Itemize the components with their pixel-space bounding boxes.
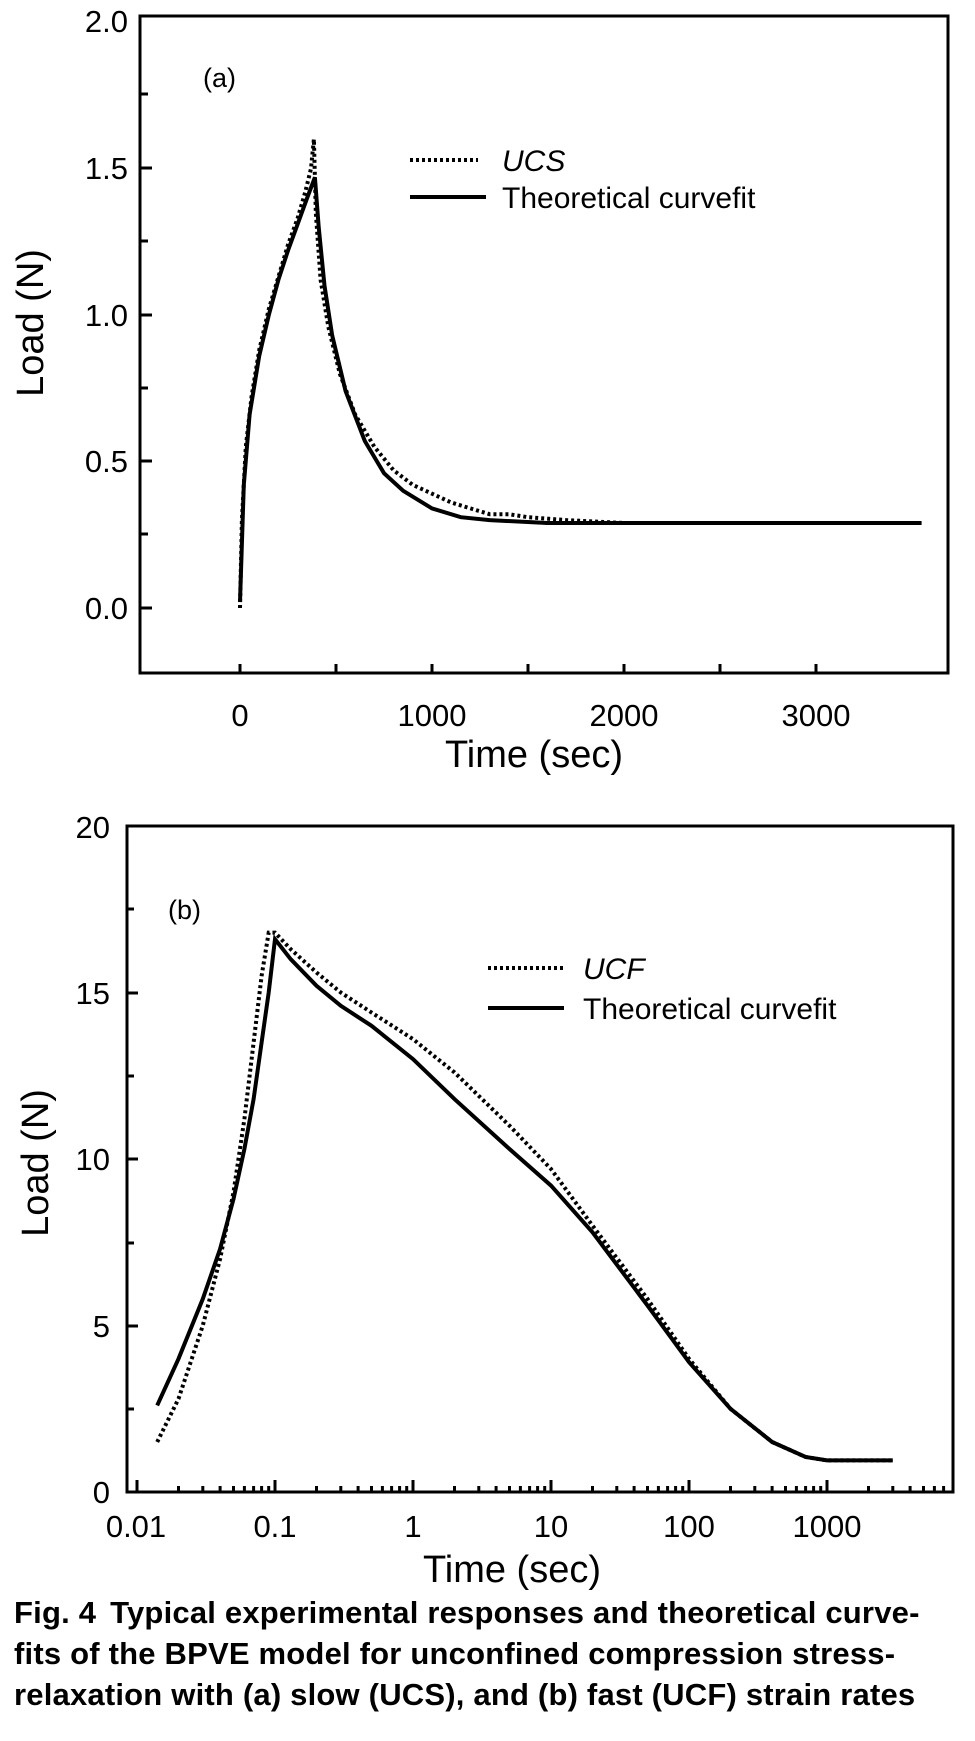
legend-label-ucf: UCF xyxy=(583,953,646,986)
x-tick-label-a: 1000 xyxy=(398,698,467,733)
y-tick-label-b: 15 xyxy=(76,976,110,1011)
x-tick-label-b: 0.01 xyxy=(106,1509,166,1544)
figure-number: Fig. 4 xyxy=(14,1595,97,1630)
figure-caption: Fig. 4 Typical experimental responses and… xyxy=(14,1592,964,1715)
legend-b: UCF Theoretical curvefit xyxy=(488,953,837,1026)
y-axis-title-a: Load (N) xyxy=(10,249,52,397)
y-tick-label-b: 5 xyxy=(93,1309,110,1344)
series-lines-b xyxy=(155,930,893,1463)
plot-frame-a xyxy=(138,14,950,675)
series-line-theoretical-curvefit-a xyxy=(238,176,922,603)
y-ticks-a xyxy=(140,92,152,610)
legend-a: UCS Theoretical curvefit xyxy=(410,145,756,215)
y-tick-label-b: 10 xyxy=(76,1142,110,1177)
y-ticks-b xyxy=(127,907,138,1411)
panel-label-a: (a) xyxy=(203,63,236,93)
x-tick-label-b: 100 xyxy=(663,1509,715,1544)
y-tick-label-b: 0 xyxy=(93,1475,110,1510)
panel-b: (b) Load (N) Time (sec) 0.01 0.1 1 10 10… xyxy=(15,810,955,1591)
legend-label-ucs: UCS xyxy=(502,145,565,178)
caption-line-1: Fig. 4 Typical experimental responses and… xyxy=(14,1592,964,1633)
y-tick-labels-b: 0 5 10 15 20 xyxy=(76,810,110,1510)
caption-text: Typical experimental responses and theor… xyxy=(110,1595,920,1630)
legend-label-theoretical-a: Theoretical curvefit xyxy=(502,182,756,215)
series-line-theoretical-curvefit-b xyxy=(155,934,893,1463)
x-ticks-b xyxy=(135,1480,946,1492)
series-lines-a xyxy=(238,139,922,609)
y-tick-label-a: 1.0 xyxy=(85,298,128,333)
x-axis-title-a: Time (sec) xyxy=(445,734,623,776)
plot-frame-b xyxy=(125,824,955,1494)
x-tick-label-b: 1 xyxy=(404,1509,421,1544)
y-tick-label-b: 20 xyxy=(76,810,110,845)
x-tick-labels-b: 0.01 0.1 1 10 100 1000 xyxy=(106,1509,862,1544)
x-tick-label-b: 10 xyxy=(534,1509,568,1544)
y-tick-label-a: 0.5 xyxy=(85,444,128,479)
panel-label-b: (b) xyxy=(168,895,201,925)
x-tick-label-b: 0.1 xyxy=(253,1509,296,1544)
y-tick-label-a: 2.0 xyxy=(85,4,128,39)
x-tick-label-b: 1000 xyxy=(793,1509,862,1544)
x-axis-title-b: Time (sec) xyxy=(423,1549,601,1591)
x-tick-label-a: 3000 xyxy=(782,698,851,733)
caption-line-2: fits of the BPVE model for unconfined co… xyxy=(14,1636,896,1671)
x-tick-label-a: 2000 xyxy=(590,698,659,733)
x-tick-labels-a: 0 1000 2000 3000 xyxy=(231,698,850,733)
y-tick-labels-a: 0.0 0.5 1.0 1.5 2.0 xyxy=(85,4,128,626)
caption-line-3: relaxation with (a) slow (UCS), and (b) … xyxy=(14,1677,916,1712)
panel-a: (a) Load (N) Time (sec) 0 1000 2000 3000 xyxy=(10,4,950,776)
y-tick-label-a: 1.5 xyxy=(85,151,128,186)
y-axis-title-b: Load (N) xyxy=(15,1089,57,1237)
x-tick-label-a: 0 xyxy=(231,698,248,733)
y-tick-label-a: 0.0 xyxy=(85,591,128,626)
legend-label-theoretical-b: Theoretical curvefit xyxy=(583,993,837,1026)
x-ticks-a xyxy=(238,664,818,673)
